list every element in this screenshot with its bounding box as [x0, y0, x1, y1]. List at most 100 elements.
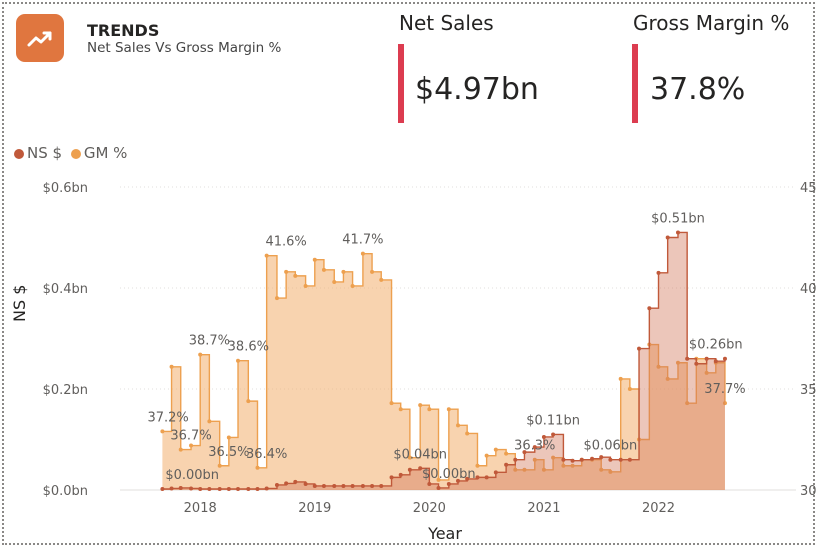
y-tick-label: $0.0bn [43, 484, 88, 499]
data-label: $0.04bn [393, 447, 447, 462]
y2-tick-label: 40 [800, 282, 817, 297]
data-point-ns [389, 475, 394, 480]
y2-tick-label: 30 [800, 484, 817, 499]
data-point-ns [217, 486, 222, 491]
kpi-gross-margin-accent [632, 44, 638, 123]
data-point-ns [637, 346, 642, 351]
data-point-gm [207, 419, 212, 424]
data-point-gm [379, 277, 384, 282]
data-point-gm [456, 423, 460, 428]
data-point-ns [427, 481, 432, 486]
data-point-ns [198, 486, 203, 491]
data-label: $0.26bn [689, 338, 743, 353]
data-point-gm [561, 463, 566, 468]
data-point-ns [207, 486, 212, 491]
data-point-gm [665, 376, 670, 381]
data-label: $0.00bn [165, 468, 219, 483]
data-label: 41.7% [342, 233, 383, 248]
data-point-ns [436, 485, 441, 490]
data-point-gm [350, 283, 355, 288]
data-point-ns [407, 467, 412, 472]
data-point-gm [332, 279, 337, 284]
data-point-gm [475, 463, 480, 468]
data-point-ns [532, 445, 537, 450]
data-point-gm [264, 253, 269, 258]
data-point-ns [713, 359, 718, 364]
data-point-gm [484, 453, 489, 458]
data-point-gm [303, 283, 308, 288]
data-point-ns [370, 483, 375, 488]
data-point-ns [656, 270, 661, 275]
data-point-gm [389, 401, 394, 406]
data-point-ns [685, 356, 690, 361]
data-label: $0.06bn [584, 439, 638, 454]
data-point-gm [675, 360, 680, 365]
x-tick-label: 2018 [184, 501, 217, 516]
data-point-gm [599, 467, 604, 472]
legend-item-gm[interactable]: GM % [70, 144, 127, 162]
x-axis-title: Year [427, 524, 462, 543]
data-point-gm [504, 451, 509, 456]
data-point-ns [398, 472, 403, 477]
data-point-ns [722, 356, 727, 361]
x-tick-label: 2020 [413, 501, 446, 516]
data-point-ns [236, 486, 241, 491]
legend-dot-gm [70, 148, 81, 159]
y2-tick-label: 45 [800, 181, 817, 196]
data-point-gm [418, 403, 423, 408]
data-label: $0.51bn [651, 211, 705, 226]
data-point-ns [418, 466, 423, 471]
data-point-gm [312, 257, 317, 262]
x-tick-label: 2019 [298, 501, 331, 516]
data-point-ns [189, 486, 194, 491]
data-point-ns [255, 486, 260, 491]
data-point-gm [255, 465, 260, 470]
x-tick-label: 2021 [527, 501, 560, 516]
data-point-gm [436, 477, 441, 482]
data-point-ns [360, 483, 365, 488]
data-point-ns [551, 432, 556, 437]
data-point-ns [284, 481, 289, 486]
card-subtitle: Net Sales Vs Gross Margin % [87, 40, 282, 56]
data-label: 36.5% [208, 445, 249, 460]
data-point-gm [427, 407, 432, 412]
data-label: 38.7% [189, 334, 230, 349]
data-point-gm [532, 457, 537, 462]
data-label: 38.6% [228, 340, 269, 355]
data-point-ns [178, 485, 183, 490]
data-point-ns [379, 483, 384, 488]
data-point-gm [627, 387, 632, 391]
data-point-ns [599, 455, 604, 460]
data-point-gm [341, 269, 346, 274]
data-point-gm [370, 269, 375, 274]
data-point-ns [590, 456, 595, 461]
data-point-gm [570, 463, 575, 468]
y2-tick-label: 35 [800, 383, 817, 398]
data-point-ns [350, 483, 355, 488]
data-point-ns [264, 486, 269, 491]
y-tick-label: $0.2bn [43, 383, 88, 398]
data-label: 37.7% [704, 382, 745, 397]
data-point-ns [446, 481, 451, 486]
data-point-gm [541, 467, 546, 472]
data-label: $0.11bn [526, 413, 580, 428]
data-point-ns [579, 457, 584, 462]
data-point-ns [561, 457, 566, 462]
series-line-gm [162, 252, 726, 481]
data-label: 36.4% [246, 447, 287, 462]
data-point-ns [226, 486, 231, 491]
legend-item-ns[interactable]: NS $ [14, 144, 62, 162]
data-point-ns [456, 478, 460, 483]
data-point-gm [618, 376, 623, 381]
data-point-ns [627, 457, 632, 462]
data-point-gm [284, 269, 289, 274]
data-point-ns [321, 483, 326, 488]
kpi-net-sales-accent [398, 44, 404, 123]
data-point-ns [332, 483, 337, 488]
data-point-gm [465, 431, 470, 436]
data-point-ns [303, 481, 308, 486]
data-point-gm [360, 251, 365, 256]
data-point-ns [665, 235, 670, 240]
